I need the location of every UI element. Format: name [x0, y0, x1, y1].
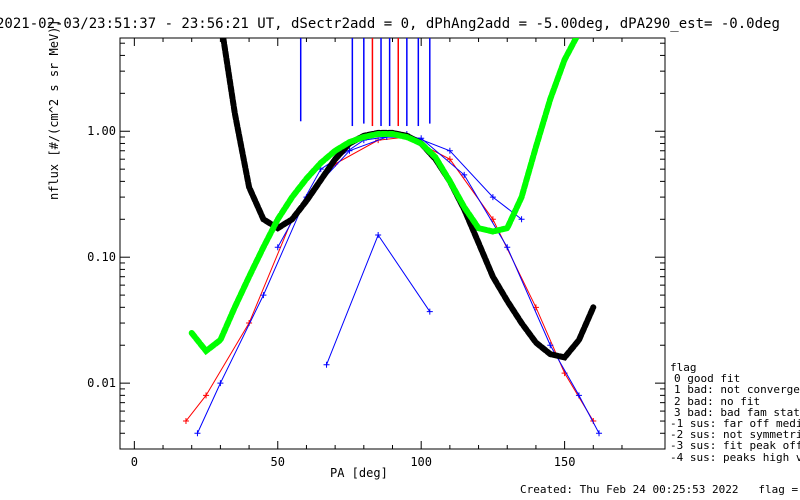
- legend-item: -3 sus: fit peak off 9: [670, 439, 800, 453]
- data-point-marker: [217, 380, 224, 387]
- x-tick-label: 150: [554, 455, 576, 469]
- data-point-marker: [547, 342, 554, 349]
- legend-item: 0 good fit: [674, 372, 741, 386]
- y-tick-label: 0.10: [87, 250, 116, 264]
- y-tick-label: 0.01: [87, 376, 116, 390]
- data-trace: [326, 233, 431, 365]
- data-point-marker: [575, 392, 582, 399]
- footer: Created: Thu Feb 24 00:25:53 2022 flag =…: [520, 483, 800, 496]
- data-point-marker: [518, 216, 525, 223]
- data-point-marker: [274, 244, 281, 251]
- data-layer: [182, 38, 603, 437]
- plot-frame: [119, 37, 666, 450]
- data-trace: [185, 136, 594, 422]
- data-point-marker: [489, 194, 496, 201]
- data-point-marker: [203, 392, 210, 399]
- legend-title: flag: [670, 361, 697, 374]
- x-tick-label: 100: [410, 455, 432, 469]
- legend-item: -1 sus: far off medic: [670, 417, 800, 431]
- x-tick-label: 50: [271, 455, 285, 469]
- chart-title: 2021-02-03/23:51:37 - 23:56:21 UT, dSect…: [0, 16, 780, 32]
- data-trace: [196, 136, 600, 434]
- data-point-marker: [596, 430, 603, 437]
- x-axis-label: PA [deg]: [330, 466, 388, 480]
- data-point-marker: [194, 430, 201, 437]
- data-point-marker: [426, 308, 433, 315]
- data-point-marker: [260, 292, 267, 299]
- data-point-marker: [461, 171, 468, 178]
- x-tick-label: 0: [131, 455, 138, 469]
- data-point-marker: [446, 156, 453, 163]
- legend-item: -2 sus: not symmetric: [670, 428, 800, 442]
- data-point-marker: [375, 232, 382, 239]
- green-fit-curve: [188, 38, 580, 356]
- y-axis-label: nflux [#/(cm^2 s sr MeV)]: [47, 19, 61, 200]
- legend-item: -4 sus: peaks high va: [670, 450, 800, 464]
- data-point-marker: [323, 361, 330, 368]
- legend-item: 1 bad: not converge: [674, 383, 800, 397]
- y-tick-label: 1.00: [87, 124, 116, 138]
- data-point-marker: [446, 147, 453, 154]
- flag-value: flag = 0: [758, 483, 800, 496]
- legend-item: 2 bad: no fit: [674, 394, 761, 408]
- legend-item: 3 bad: bad fam stat: [674, 405, 800, 419]
- black-fit-curve: [220, 38, 597, 361]
- legend: flag 0 good fit 1 bad: not converge 2 ba…: [670, 362, 800, 463]
- data-point-marker: [182, 418, 189, 425]
- data-point-marker: [504, 244, 511, 251]
- created-timestamp: Created: Thu Feb 24 00:25:53 2022: [520, 483, 739, 496]
